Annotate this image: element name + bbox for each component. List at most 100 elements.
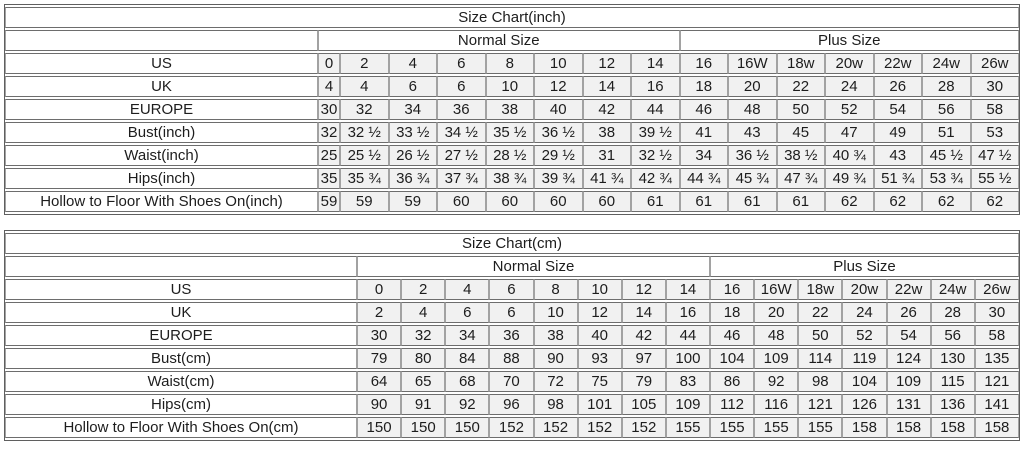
- table-row: Bust(inch) 32 32 ½ 33 ½ 34 ½ 35 ½ 36 ½ 38 39 ½ 41…: [5, 122, 1019, 143]
- size-value-cell: 6: [445, 302, 490, 323]
- size-value-cell: 25 ½: [340, 145, 389, 166]
- size-value-cell: 86: [710, 371, 755, 392]
- size-value-cell: 36 ½: [728, 145, 777, 166]
- size-value-cell: 14: [621, 302, 666, 323]
- table-row: EUROPE 30 32 34 36 38 40 42 44 46 48 50 52 54 56 58: [5, 99, 1019, 120]
- row-label: Hips(cm): [5, 394, 357, 415]
- size-value-cell: 12: [582, 53, 631, 74]
- size-value-cell: 60: [485, 191, 534, 212]
- table-title: Size Chart(cm): [5, 233, 1019, 254]
- size-value-cell: 30: [318, 99, 340, 120]
- size-value-cell: 51 ¾: [873, 168, 922, 189]
- size-value-cell: 12: [534, 76, 583, 97]
- size-value-cell: 4: [445, 279, 490, 300]
- size-value-cell: 53: [970, 122, 1019, 143]
- size-value-cell: 62: [922, 191, 971, 212]
- size-value-cell: 48: [754, 325, 799, 346]
- row-label: Waist(inch): [5, 145, 318, 166]
- size-value-cell: 32: [340, 99, 389, 120]
- size-value-cell: 121: [798, 394, 843, 415]
- size-value-cell: 35: [318, 168, 340, 189]
- size-value-cell: 44: [665, 325, 710, 346]
- size-value-cell: 0: [357, 279, 402, 300]
- size-value-cell: 100: [665, 348, 710, 369]
- size-value-cell: 150: [445, 417, 490, 438]
- size-value-cell: 33 ½: [388, 122, 437, 143]
- size-value-cell: 36 ½: [534, 122, 583, 143]
- size-value-cell: 58: [970, 99, 1019, 120]
- size-value-cell: 29 ½: [534, 145, 583, 166]
- size-value-cell: 32 ½: [340, 122, 389, 143]
- size-value-cell: 84: [445, 348, 490, 369]
- size-value-cell: 22: [798, 302, 843, 323]
- size-value-cell: 150: [401, 417, 446, 438]
- size-value-cell: 61: [679, 191, 728, 212]
- size-value-cell: 80: [401, 348, 446, 369]
- size-value-cell: 47: [825, 122, 874, 143]
- size-value-cell: 54: [886, 325, 931, 346]
- size-value-cell: 16: [710, 279, 755, 300]
- size-value-cell: 22: [776, 76, 825, 97]
- size-value-cell: 4: [388, 53, 437, 74]
- size-chart-inch-table: Size Chart(inch) Normal Size Plus Size US 0 2…: [4, 4, 1020, 215]
- size-value-cell: 75: [577, 371, 622, 392]
- row-label: Hollow to Floor With Shoes On(cm): [5, 417, 357, 438]
- size-value-cell: 158: [842, 417, 887, 438]
- row-label: EUROPE: [5, 99, 318, 120]
- size-value-cell: 96: [489, 394, 534, 415]
- corner-cell: [5, 30, 318, 51]
- size-value-cell: 112: [710, 394, 755, 415]
- size-value-cell: 42: [582, 99, 631, 120]
- row-label: Hollow to Floor With Shoes On(inch): [5, 191, 318, 212]
- size-value-cell: 34: [445, 325, 490, 346]
- size-chart-cm-table: Size Chart(cm) Normal Size Plus Size US 0 2 4 6…: [4, 230, 1020, 441]
- size-value-cell: 104: [710, 348, 755, 369]
- size-value-cell: 4: [340, 76, 389, 97]
- table-row: Bust(cm) 79 80 84 88 90 93 97 100 104 109 114 119 124…: [5, 348, 1019, 369]
- row-label: UK: [5, 302, 357, 323]
- table-title-row: Size Chart(inch): [5, 7, 1019, 28]
- size-value-cell: 98: [533, 394, 578, 415]
- size-value-cell: 20: [754, 302, 799, 323]
- size-value-cell: 42: [621, 325, 666, 346]
- size-value-cell: 105: [621, 394, 666, 415]
- size-value-cell: 6: [388, 76, 437, 97]
- row-label: EUROPE: [5, 325, 357, 346]
- size-value-cell: 8: [485, 53, 534, 74]
- size-value-cell: 155: [665, 417, 710, 438]
- size-value-cell: 43: [873, 145, 922, 166]
- size-value-cell: 38: [533, 325, 578, 346]
- size-value-cell: 79: [357, 348, 402, 369]
- size-value-cell: 26w: [974, 279, 1019, 300]
- size-value-cell: 2: [401, 279, 446, 300]
- table-row: UK 2 4 6 6 10 12 14 16 18 20 22 24 26 28 30: [5, 302, 1019, 323]
- size-value-cell: 83: [665, 371, 710, 392]
- row-label: Hips(inch): [5, 168, 318, 189]
- size-value-cell: 51: [922, 122, 971, 143]
- group-header-row: Normal Size Plus Size: [5, 30, 1019, 51]
- size-value-cell: 18w: [798, 279, 843, 300]
- group-header: Normal Size: [318, 30, 680, 51]
- size-value-cell: 152: [577, 417, 622, 438]
- table-row: Hips(cm) 90 91 92 96 98 101 105 109 112 116 121 126 1…: [5, 394, 1019, 415]
- size-value-cell: 22w: [886, 279, 931, 300]
- table-row: UK 4 4 6 6 10 12 14 16 18 20 22 24 26 28 30: [5, 76, 1019, 97]
- size-value-cell: 16: [631, 76, 680, 97]
- size-value-cell: 32: [401, 325, 446, 346]
- row-label: US: [5, 53, 318, 74]
- size-value-cell: 48: [728, 99, 777, 120]
- size-value-cell: 30: [974, 302, 1019, 323]
- size-value-cell: 115: [930, 371, 975, 392]
- size-value-cell: 152: [533, 417, 578, 438]
- size-value-cell: 116: [754, 394, 799, 415]
- size-value-cell: 152: [489, 417, 534, 438]
- size-value-cell: 26: [873, 76, 922, 97]
- table-row: EUROPE 30 32 34 36 38 40 42 44 46 48 50 52 54 56 58: [5, 325, 1019, 346]
- size-value-cell: 60: [582, 191, 631, 212]
- size-value-cell: 41 ¾: [582, 168, 631, 189]
- size-value-cell: 40 ¾: [825, 145, 874, 166]
- size-value-cell: 152: [621, 417, 666, 438]
- size-value-cell: 14: [631, 53, 680, 74]
- table-row: Hollow to Floor With Shoes On(inch) 59 59 5…: [5, 191, 1019, 212]
